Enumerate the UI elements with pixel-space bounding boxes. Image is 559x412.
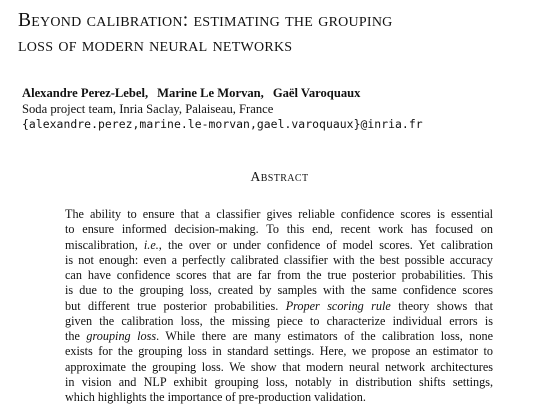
abstract-line: is due to the grouping loss, created by … bbox=[65, 283, 493, 298]
abstract-line: the grouping loss. While there are many … bbox=[65, 329, 493, 343]
abstract-line: to ensure informed decision-making. To t… bbox=[65, 222, 493, 237]
paper-title: Beyond calibration: estimating the group… bbox=[18, 8, 553, 58]
abstract-line: which highlights the importance of pre-p… bbox=[65, 390, 366, 404]
author-name: Gaël Varoquaux bbox=[272, 86, 361, 100]
abstract-line: exists for the grouping loss in standard… bbox=[65, 344, 493, 359]
abstract-line: given the calibration loss, the missing … bbox=[65, 313, 493, 328]
title-line-1: Beyond calibration: estimating the group… bbox=[18, 10, 393, 31]
abstract-line: miscalibration, i.e., the over or under … bbox=[65, 237, 493, 252]
title-line-2: loss of modern neural networks bbox=[18, 35, 293, 56]
abstract-line: approximate the grouping loss. We show t… bbox=[65, 359, 493, 374]
abstract-body: The ability to ensure that a classifier … bbox=[65, 207, 493, 405]
affiliation: Soda project team, Inria Saclay, Palaise… bbox=[22, 102, 274, 116]
author-name: Marine Le Morvan, bbox=[157, 86, 264, 100]
abstract-heading: Abstract bbox=[250, 169, 309, 184]
author-list: Alexandre Perez-Lebel, Marine Le Morvan, G… bbox=[22, 86, 360, 101]
abstract-line: in vision and NLP exhibit grouping loss,… bbox=[65, 374, 493, 389]
abstract-line: but different true posterior probabiliti… bbox=[65, 298, 493, 313]
author-name: Alexandre Perez-Lebel, bbox=[22, 86, 149, 100]
abstract-line: The ability to ensure that a classifier … bbox=[65, 207, 493, 221]
author-emails: {alexandre.perez,marine.le-morvan,gael.v… bbox=[22, 117, 423, 131]
abstract-line: can have confidence scores that are far … bbox=[65, 268, 493, 282]
abstract-line: is not enough: even a perfectly calibrat… bbox=[65, 252, 493, 267]
